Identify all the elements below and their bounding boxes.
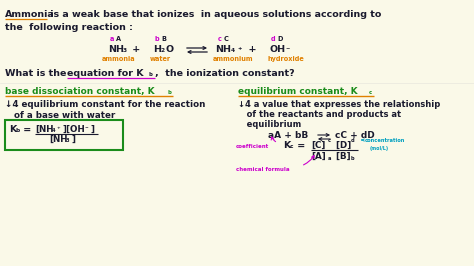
Text: equation for K: equation for K bbox=[67, 69, 144, 78]
Text: [NH: [NH bbox=[49, 135, 67, 144]
Text: −: − bbox=[285, 46, 289, 51]
Text: ,  the ionization constant?: , the ionization constant? bbox=[155, 69, 295, 78]
Text: ][OH: ][OH bbox=[62, 125, 85, 134]
Text: H: H bbox=[153, 45, 161, 54]
Text: concentration: concentration bbox=[365, 138, 405, 143]
Text: base dissociation constant, K: base dissociation constant, K bbox=[5, 87, 155, 96]
Text: a: a bbox=[110, 36, 114, 42]
Text: 2: 2 bbox=[161, 48, 165, 53]
Text: =: = bbox=[294, 141, 309, 150]
Text: ↓4 equilibrium constant for the reaction: ↓4 equilibrium constant for the reaction bbox=[5, 100, 205, 109]
Text: D: D bbox=[277, 36, 283, 42]
Text: is a weak base that ionizes  in aqueous solutions according to: is a weak base that ionizes in aqueous s… bbox=[47, 10, 382, 19]
Text: chemical formula: chemical formula bbox=[236, 167, 290, 172]
Text: c: c bbox=[218, 36, 222, 42]
Text: [A]: [A] bbox=[311, 152, 326, 161]
Text: +: + bbox=[237, 46, 241, 51]
Text: (mol/L): (mol/L) bbox=[370, 146, 389, 151]
Text: c: c bbox=[290, 144, 293, 149]
Text: water: water bbox=[150, 56, 171, 62]
Text: ]: ] bbox=[90, 125, 94, 134]
Text: d: d bbox=[351, 138, 355, 143]
Text: c: c bbox=[369, 90, 372, 95]
Text: OH: OH bbox=[270, 45, 286, 54]
Text: aA + bB: aA + bB bbox=[268, 131, 308, 140]
Text: 3: 3 bbox=[123, 48, 127, 53]
Text: b: b bbox=[351, 156, 355, 161]
Text: B: B bbox=[161, 36, 166, 42]
Text: +: + bbox=[57, 126, 61, 130]
Text: cC + dD: cC + dD bbox=[335, 131, 375, 140]
Text: b: b bbox=[155, 36, 160, 42]
Text: K: K bbox=[283, 141, 290, 150]
Text: ]: ] bbox=[71, 135, 75, 144]
Text: of the reactants and products at: of the reactants and products at bbox=[238, 110, 401, 119]
Text: ammonium: ammonium bbox=[213, 56, 254, 62]
Text: the  following reaction :: the following reaction : bbox=[5, 23, 133, 32]
Text: =: = bbox=[20, 125, 35, 134]
Text: 3: 3 bbox=[66, 138, 70, 143]
Text: O: O bbox=[166, 45, 174, 54]
Text: C: C bbox=[224, 36, 229, 42]
Text: equilibrium constant, K: equilibrium constant, K bbox=[238, 87, 357, 96]
Text: What is the: What is the bbox=[5, 69, 70, 78]
Text: +: + bbox=[242, 45, 256, 54]
Text: +: + bbox=[129, 45, 140, 54]
Text: d: d bbox=[271, 36, 275, 42]
Text: b: b bbox=[149, 72, 153, 77]
Text: of a base with water: of a base with water bbox=[5, 111, 115, 120]
Text: K: K bbox=[9, 125, 16, 134]
Text: a: a bbox=[328, 156, 331, 161]
Text: −: − bbox=[85, 126, 89, 130]
Text: [B]: [B] bbox=[333, 152, 351, 161]
Text: coefficient: coefficient bbox=[236, 144, 269, 149]
Text: 4: 4 bbox=[52, 128, 55, 133]
Text: Ammonia: Ammonia bbox=[5, 10, 55, 19]
Text: equilibrium: equilibrium bbox=[238, 120, 301, 129]
Text: 4: 4 bbox=[231, 48, 235, 53]
Text: [C]: [C] bbox=[311, 141, 325, 150]
Text: hydroxide: hydroxide bbox=[268, 56, 305, 62]
Text: ammonia: ammonia bbox=[102, 56, 136, 62]
Text: b: b bbox=[16, 128, 20, 133]
Text: [NH: [NH bbox=[35, 125, 54, 134]
Text: NH: NH bbox=[108, 45, 124, 54]
Text: [D]: [D] bbox=[333, 141, 351, 150]
Text: A: A bbox=[116, 36, 121, 42]
Text: b: b bbox=[168, 90, 172, 95]
Text: ↓4 a value that expresses the relationship: ↓4 a value that expresses the relationsh… bbox=[238, 100, 440, 109]
Text: c: c bbox=[328, 138, 331, 143]
Text: NH: NH bbox=[215, 45, 231, 54]
